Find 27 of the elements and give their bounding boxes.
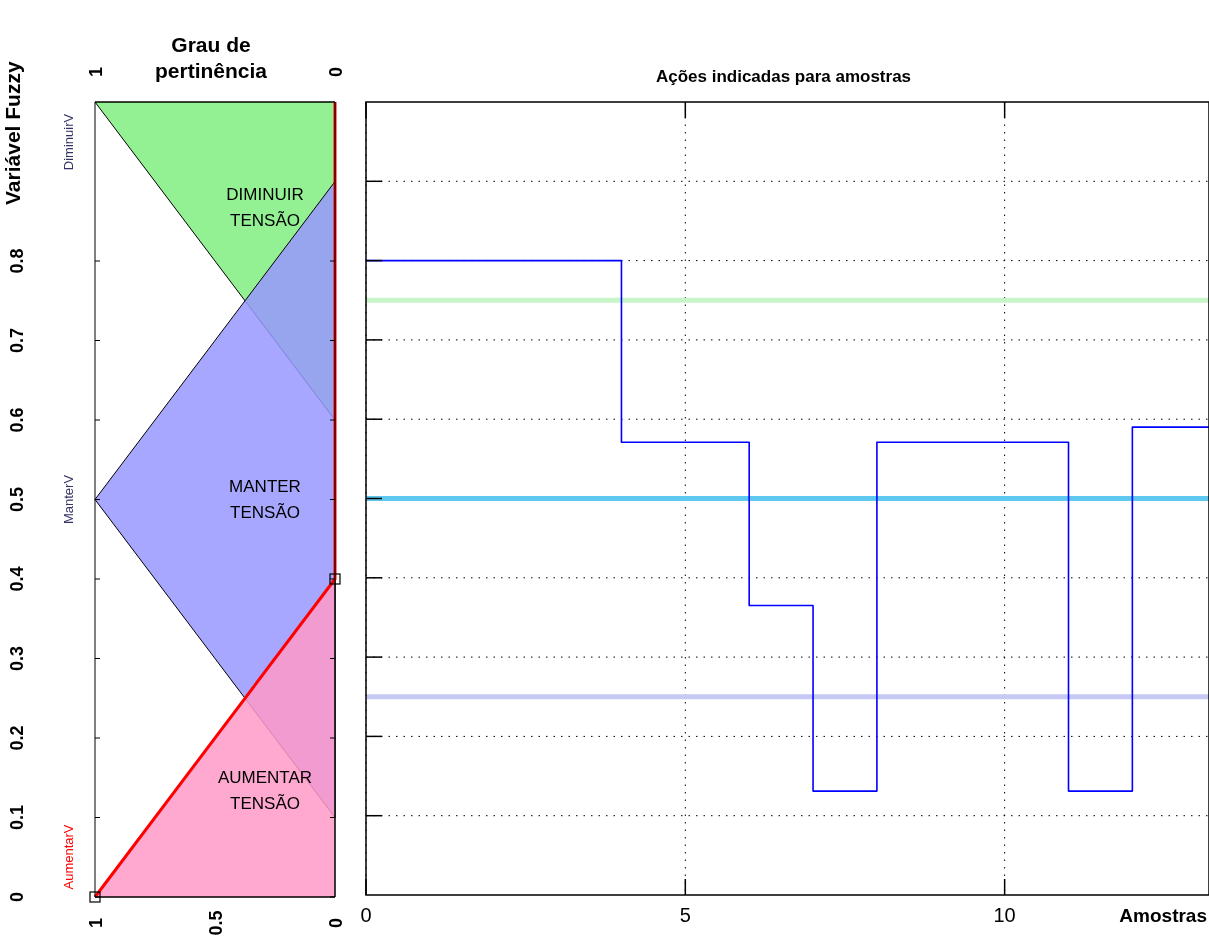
y-axis-title: Variável Fuzzy [1,61,24,205]
text: DiminuirV [61,113,76,171]
y-tick-label: 0.4 [7,566,27,592]
x-tick-label: 10 [993,904,1016,926]
x2-tick-label: 0 [326,66,346,78]
text: AumentarV [61,824,76,890]
legend-label: ManterV [61,474,76,525]
y-tick-label: 0.3 [7,645,27,672]
x-tick-label: 0 [326,917,346,929]
x2-tick-label: 1 [86,66,106,78]
y-tick-label: 0.5 [7,486,27,513]
annotation: AUMENTAR TENSÃO [217,768,313,813]
x-tick-label: 1 [86,917,106,929]
annotation: MANTER TENSÃO [229,476,301,522]
y-tick-label: 0.6 [7,407,27,433]
y-tick-label: 0.2 [7,725,27,751]
y-tick-label: 0.7 [7,327,27,354]
y-tick-label: 0.8 [7,248,27,274]
y-tick-label: 0 [7,891,27,903]
annotation: DIMINUIR TENSÃO [226,185,304,230]
x-axis-title: Amostras [1119,905,1207,926]
x-tick-label: 5 [679,904,691,926]
y-tick-label: 0.1 [7,804,27,831]
x2-axis-title: Grau de pertinência [154,33,268,82]
x-tick-label: 0.5 [206,910,226,936]
x-tick-label: 0 [360,904,372,926]
chart-title: Ações indicadas para amostras [655,67,912,86]
